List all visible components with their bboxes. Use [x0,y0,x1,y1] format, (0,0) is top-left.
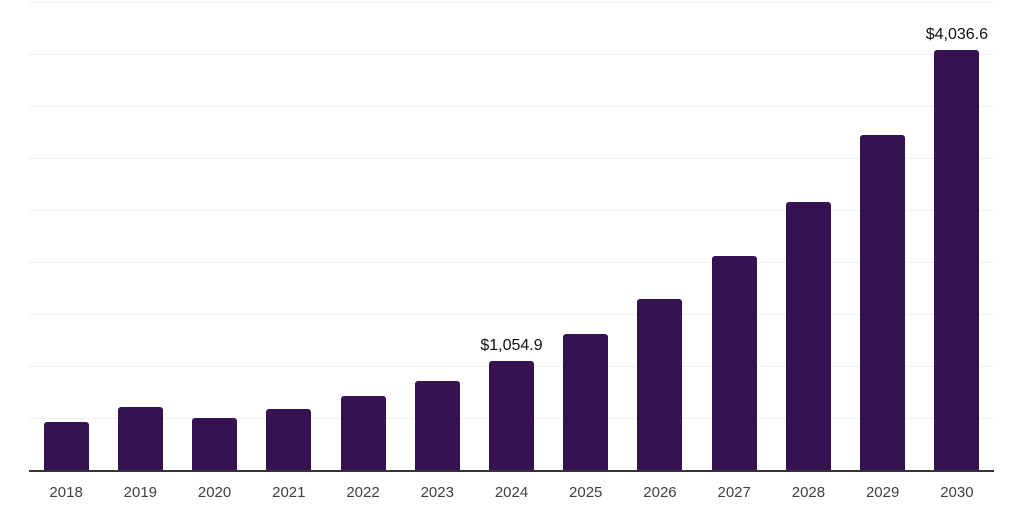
gridline [29,262,994,264]
x-tick-label-2023: 2023 [420,484,454,501]
x-tick-label-2030: 2030 [940,484,974,501]
value-label-2024: $1,054.9 [480,337,543,355]
bar-2021 [266,409,312,471]
gridline [29,53,994,55]
x-tick-label-2028: 2028 [791,484,826,501]
bar-2020 [192,418,238,471]
x-tick-label-2026: 2026 [643,484,677,501]
bar-2025 [563,333,609,471]
bar-2024 [489,361,534,471]
x-tick-label-2024: 2024 [494,484,529,501]
gridline [29,314,994,316]
gridline [29,1,994,3]
plot-area: $1,054.9 $4,036.6 [29,1,994,472]
bar-2018 [43,421,89,471]
value-label-2030: $4,036.6 [925,26,989,44]
x-tick-label-2021: 2021 [272,484,306,501]
x-tick-label-2019: 2019 [123,484,158,501]
x-tick-label-2029: 2029 [865,484,900,501]
bar-2022 [340,396,386,471]
bar-2019 [117,406,163,471]
bar-2029 [860,134,906,471]
gridline [29,209,994,211]
bar-2023 [414,381,460,471]
bar-2026 [637,299,683,471]
x-tick-label-2025: 2025 [569,484,603,501]
bar-2027 [711,255,757,471]
x-axis-labels: 2018 2019 2020 2021 2022 2023 2024 2025 2026 2027… [29,485,994,501]
x-tick-label-2020: 2020 [197,484,232,501]
gridline [29,157,994,159]
bar-2028 [785,202,831,471]
gridline [29,105,994,107]
x-tick-label-2018: 2018 [49,484,83,501]
x-tick-label-2027: 2027 [717,484,751,501]
x-axis-line [29,470,994,472]
x-tick-label-2022: 2022 [346,484,380,501]
bar-2030 [934,50,980,471]
